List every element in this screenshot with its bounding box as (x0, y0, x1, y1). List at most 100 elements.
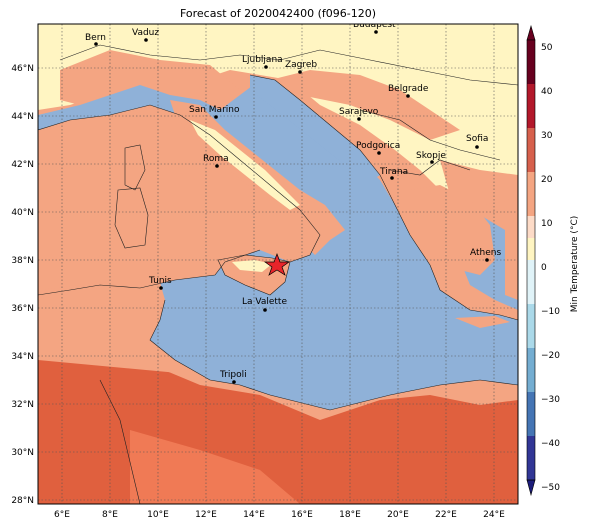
land-greece (410, 185, 495, 275)
lat-tick-label: 30°N (11, 448, 34, 458)
land-italy-cool (190, 120, 300, 210)
city-dot (144, 38, 148, 42)
land-corsica (125, 145, 145, 190)
land-turkey (505, 198, 518, 300)
city-label: Tirana (379, 167, 408, 177)
colorbar-ticks: 50 40 30 20 10 0 −10 −20 −30 −40 −50 (541, 43, 560, 493)
city-label: Sofia (466, 134, 488, 144)
city-dot (264, 65, 268, 69)
city-dot (475, 145, 479, 149)
colorbar-band (527, 238, 535, 260)
colorbar-frame (526, 39, 536, 481)
colorbar-band (527, 128, 535, 172)
lon-tick-label: 18°E (339, 510, 361, 520)
city-label: Athens (470, 248, 501, 258)
city-label: Tripoli (219, 370, 247, 380)
city-dot (232, 380, 236, 384)
colorbar-tick-label: 50 (541, 43, 553, 53)
map-title: Forecast of 2020042400 (f096-120) (179, 7, 377, 20)
city-dot (374, 30, 378, 34)
borders (38, 44, 518, 504)
lat-tick-label: 34°N (11, 352, 34, 362)
city-dot (390, 176, 394, 180)
colorbar-min-arrow (526, 479, 536, 497)
colorbar-band (527, 172, 535, 216)
lon-tick-label: 10°E (147, 510, 169, 520)
city-dot (214, 115, 218, 119)
colorbar-band (527, 392, 535, 436)
land-africa-hottest (130, 430, 300, 504)
city-dot (485, 258, 489, 262)
lon-axis: 6°E 8°E 10°E 12°E 14°E 16°E 18°E 20°E 22… (54, 510, 505, 520)
land-sicily-cool (232, 260, 272, 272)
colorbar-tick-label: −40 (541, 439, 560, 449)
colorbar-tick-label: −20 (541, 351, 560, 361)
colorbar-band (527, 436, 535, 480)
lat-tick-label: 36°N (11, 304, 34, 314)
colorbar-max-arrow (526, 24, 536, 41)
colorbar-tick-label: −10 (541, 307, 560, 317)
city-dot (215, 164, 219, 168)
city-dot (357, 117, 361, 121)
lat-tick-label: 44°N (11, 112, 34, 122)
city-dot (159, 286, 163, 290)
lat-axis: 46°N 44°N 42°N 40°N 38°N 36°N 34°N 32°N … (11, 64, 34, 506)
colorbar-band (527, 40, 535, 84)
mediterranean-sea (38, 80, 518, 410)
land-warm-patch (60, 50, 240, 110)
lon-tick-label: 20°E (387, 510, 409, 520)
land-warm-patch (270, 70, 460, 140)
city-label: Tunis (148, 276, 172, 286)
lat-tick-label: 28°N (11, 496, 34, 506)
city-label: Sarajevo (339, 107, 379, 117)
colorbar-tick-label: 40 (541, 87, 553, 97)
city-label: Vaduz (132, 28, 159, 38)
colorbar-label: Min Temperature (°C) (570, 216, 580, 313)
city-dot (430, 160, 434, 164)
land-tunisia (38, 280, 200, 375)
colorbar-tick-label: −50 (541, 483, 560, 493)
lon-tick-label: 22°E (435, 510, 457, 520)
lon-tick-label: 6°E (54, 510, 70, 520)
map-frame (37, 23, 519, 505)
city-label: San Marino (189, 105, 240, 115)
adriatic-sea (250, 75, 380, 185)
city-label: Budapest (353, 20, 396, 30)
colorbar-band (527, 304, 535, 348)
city-dot (94, 42, 98, 46)
map-area: Bern Vaduz Budapest Ljubljana Zagreb Bel… (38, 20, 518, 504)
colorbar-tick-label: 10 (541, 219, 553, 229)
city-dot (263, 308, 267, 312)
lat-tick-label: 32°N (11, 400, 34, 410)
land-crete (455, 316, 510, 328)
colorbar-tick-label: 20 (541, 175, 553, 185)
lon-tick-label: 16°E (291, 510, 313, 520)
colorbar-band (527, 260, 535, 304)
lon-tick-label: 12°E (195, 510, 217, 520)
city-label: Podgorica (356, 141, 400, 151)
colorbar-tick-label: 30 (541, 131, 553, 141)
location-star-marker (263, 253, 291, 276)
lat-tick-label: 40°N (11, 208, 34, 218)
lon-tick-label: 14°E (243, 510, 265, 520)
city-label: Belgrade (388, 84, 429, 94)
cities-layer: Bern Vaduz Budapest Ljubljana Zagreb Bel… (85, 20, 501, 384)
lon-tick-label: 8°E (102, 510, 118, 520)
land-sardinia (115, 188, 148, 248)
city-label: Ljubljana (242, 55, 283, 65)
colorbar-band (527, 216, 535, 238)
city-label: Zagreb (285, 60, 317, 70)
land-warm-patch (440, 160, 518, 205)
lat-tick-label: 42°N (11, 160, 34, 170)
city-dot (377, 151, 381, 155)
colorbar: 50 40 30 20 10 0 −10 −20 −30 −40 −50 Min… (526, 24, 580, 497)
colorbar-band (527, 348, 535, 392)
city-label: Skopje (416, 151, 446, 161)
city-label: La Valette (242, 297, 287, 307)
colorbar-tick-label: 0 (541, 263, 547, 273)
city-label: Roma (203, 154, 229, 164)
gridlines (38, 24, 518, 504)
city-label: Bern (85, 33, 106, 43)
